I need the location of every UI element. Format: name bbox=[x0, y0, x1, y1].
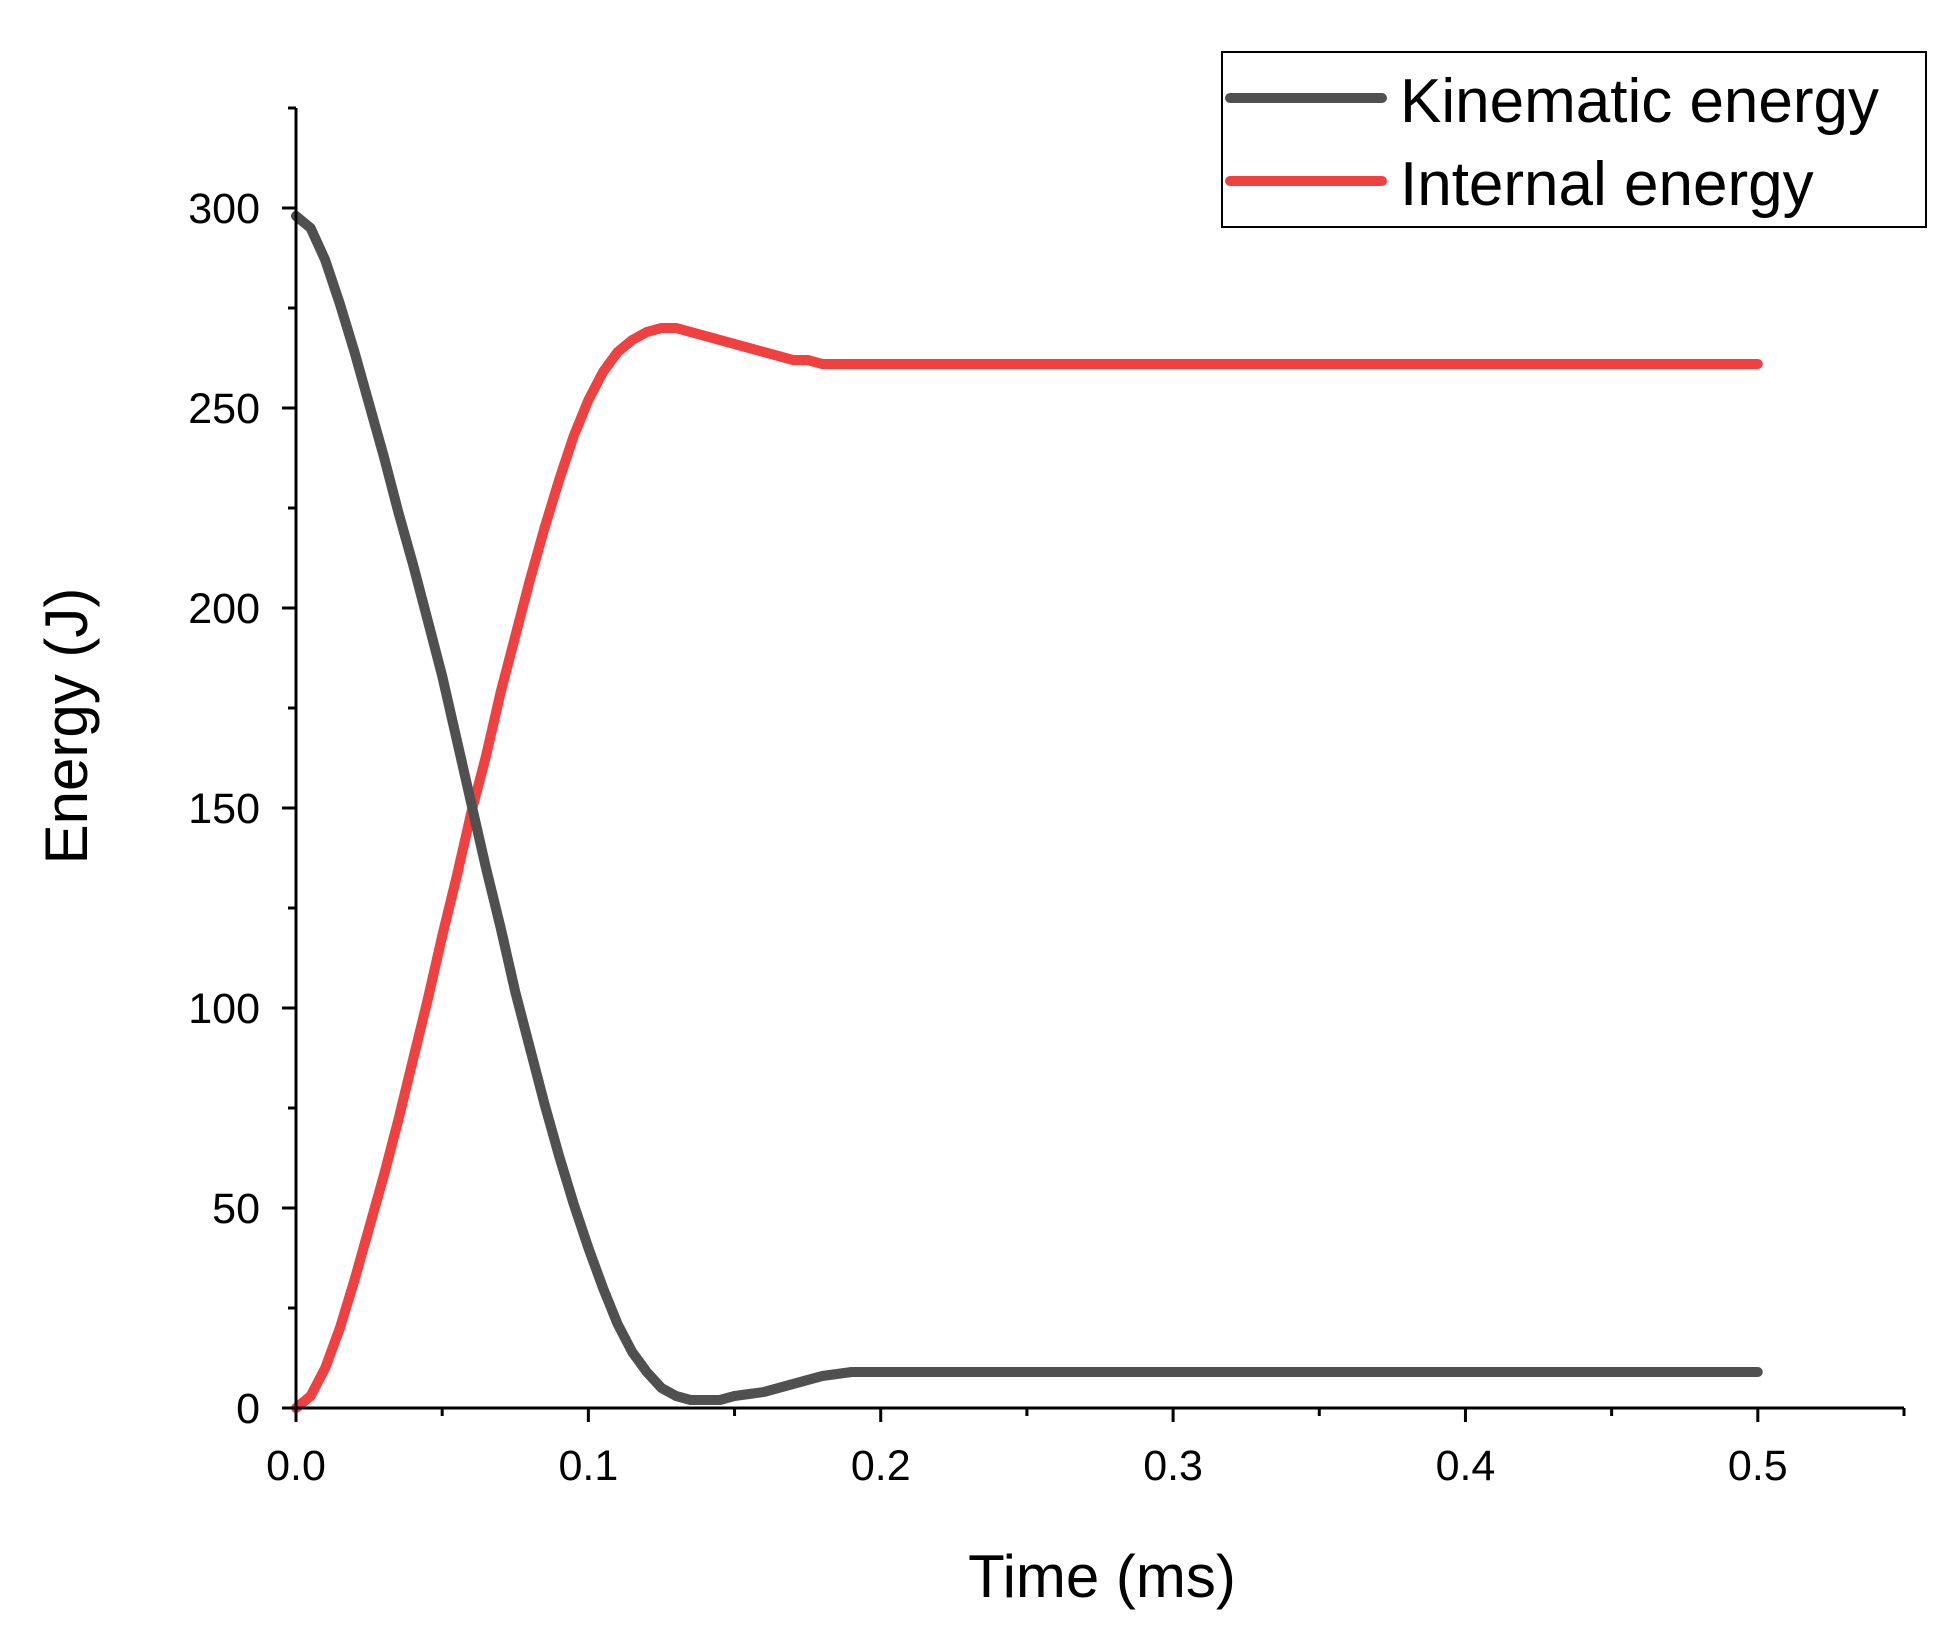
plot-series bbox=[291, 211, 1763, 1413]
legend-label-internal-energy: Internal energy bbox=[1400, 150, 1814, 219]
y-axis-title: Energy (J) bbox=[33, 588, 100, 865]
y-tick-label: 100 bbox=[188, 985, 260, 1033]
x-tick-label: 0.5 bbox=[1728, 1442, 1788, 1490]
x-tick-label: 0.2 bbox=[851, 1442, 911, 1490]
y-tick-label: 50 bbox=[212, 1185, 260, 1233]
x-tick-label: 0.3 bbox=[1143, 1442, 1203, 1490]
x-tick-label: 0.0 bbox=[266, 1442, 326, 1490]
y-tick-label: 0 bbox=[236, 1385, 260, 1433]
series-line-internal-energy bbox=[291, 323, 1763, 1413]
y-tick-label: 300 bbox=[188, 185, 260, 233]
y-tick-label: 250 bbox=[188, 385, 260, 433]
legend-label-kinematic-energy: Kinematic energy bbox=[1400, 67, 1879, 136]
y-tick-label: 150 bbox=[188, 785, 260, 833]
axes bbox=[294, 108, 1904, 1410]
ticks bbox=[282, 106, 1906, 1422]
y-tick-label: 200 bbox=[188, 585, 260, 633]
x-tick-label: 0.1 bbox=[558, 1442, 618, 1490]
series-line-kinematic-energy bbox=[291, 211, 1763, 1405]
x-axis-title: Time (ms) bbox=[968, 1543, 1236, 1610]
legend-box bbox=[1221, 51, 1927, 228]
x-tick-label: 0.4 bbox=[1436, 1442, 1496, 1490]
legend: Kinematic energy Internal energy bbox=[1221, 51, 1927, 228]
tick-labels: 0.0 0.1 0.2 0.3 0.4 0.5 0 50 100 150 200 250 300 bbox=[188, 185, 1787, 1490]
